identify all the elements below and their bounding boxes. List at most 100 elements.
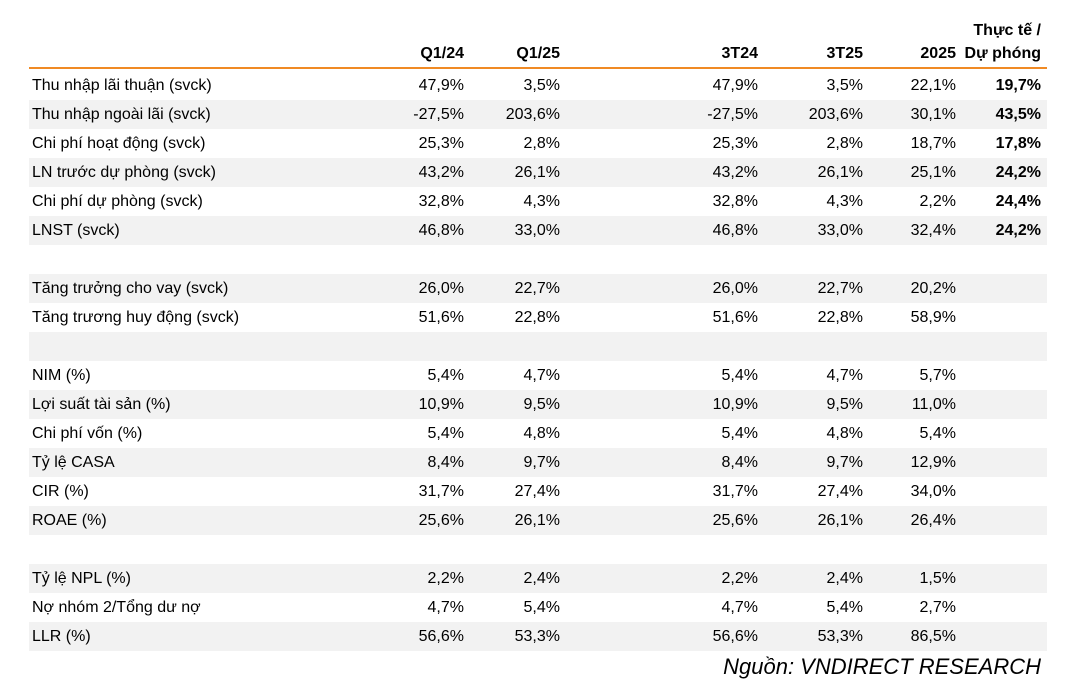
cell-q1-24: 32,8% [418, 193, 464, 210]
cell-3t24: 25,3% [712, 135, 758, 152]
row-label: ROAE (%) [32, 512, 107, 529]
row-label: Thu nhập lãi thuận (svck) [32, 77, 212, 94]
cell-3t24: 5,4% [721, 367, 758, 384]
col-header-2025: 2025 [920, 45, 956, 62]
cell-q1-25: 4,3% [523, 193, 560, 210]
cell-q1-25: 26,1% [514, 164, 560, 181]
cell-2025: 86,5% [910, 628, 956, 645]
cell-3t25: 9,7% [826, 454, 863, 471]
cell-q1-24: 46,8% [418, 222, 464, 239]
cell-2025: 26,4% [910, 512, 956, 529]
table-row: Tỷ lệ CASA 8,4% 9,7% 8,4% 9,7% 12,9% [29, 448, 1047, 477]
cell-2025: 32,4% [910, 222, 956, 239]
cell-3t24: 26,0% [712, 280, 758, 297]
row-label: Thu nhập ngoài lãi (svck) [32, 106, 211, 123]
table-row: Nợ nhóm 2/Tổng dư nợ 4,7% 5,4% 4,7% 5,4% 2,7% [29, 593, 1047, 622]
cell-3t24: 25,6% [712, 512, 758, 529]
cell-q1-25: 9,5% [523, 396, 560, 413]
col-header-q1-24: Q1/24 [420, 45, 464, 62]
cell-3t25: 3,5% [826, 77, 863, 94]
cell-q1-25: 5,4% [523, 599, 560, 616]
cell-actual: 24,4% [995, 193, 1041, 210]
header-rule [29, 67, 1047, 69]
cell-q1-24: 47,9% [418, 77, 464, 94]
cell-actual: 43,5% [995, 106, 1041, 123]
row-label: Tăng trưởng cho vay (svck) [32, 280, 229, 297]
cell-3t25: 4,7% [826, 367, 863, 384]
cell-2025: 1,5% [919, 570, 956, 587]
cell-q1-24: 43,2% [418, 164, 464, 181]
cell-3t24: 31,7% [712, 483, 758, 500]
cell-3t25: 2,8% [826, 135, 863, 152]
cell-3t25: 22,7% [817, 280, 863, 297]
table-row-spacer [29, 245, 1047, 274]
row-label: Tỷ lệ NPL (%) [32, 570, 131, 587]
row-label: Lợi suất tài sản (%) [32, 396, 171, 413]
cell-2025: 5,4% [919, 425, 956, 442]
cell-3t24: 5,4% [721, 425, 758, 442]
table-header: Q1/24 Q1/25 3T24 3T25 2025 Thực tế / Dự … [0, 0, 1079, 67]
cell-3t24: 8,4% [721, 454, 758, 471]
cell-2025: 11,0% [911, 396, 956, 413]
cell-3t25: 4,3% [826, 193, 863, 210]
cell-q1-24: 5,4% [427, 425, 464, 442]
cell-3t25: 9,5% [826, 396, 863, 413]
cell-3t25: 26,1% [817, 164, 863, 181]
table-row: Tăng trưởng cho vay (svck) 26,0% 22,7% 26,0… [29, 274, 1047, 303]
row-label: LLR (%) [32, 628, 91, 645]
cell-actual: 19,7% [995, 77, 1041, 94]
cell-3t24: 32,8% [712, 193, 758, 210]
cell-q1-25: 22,7% [514, 280, 560, 297]
col-header-actual-line1: Thực tế / [973, 22, 1041, 39]
cell-3t24: 56,6% [712, 628, 758, 645]
cell-q1-25: 22,8% [514, 309, 560, 326]
table-row: Chi phí hoạt động (svck) 25,3% 2,8% 25,3% 2,… [29, 129, 1047, 158]
row-label: CIR (%) [32, 483, 89, 500]
cell-2025: 2,7% [919, 599, 956, 616]
row-label: LNST (svck) [32, 222, 120, 239]
col-header-3t25: 3T25 [826, 45, 863, 62]
cell-2025: 12,9% [910, 454, 956, 471]
cell-actual: 24,2% [995, 222, 1041, 239]
cell-q1-24: 51,6% [418, 309, 464, 326]
cell-q1-24: 25,3% [418, 135, 464, 152]
cell-q1-25: 53,3% [514, 628, 560, 645]
table-row: CIR (%) 31,7% 27,4% 31,7% 27,4% 34,0% [29, 477, 1047, 506]
table-row: Chi phí vốn (%) 5,4% 4,8% 5,4% 4,8% 5,4% [29, 419, 1047, 448]
cell-q1-25: 3,5% [523, 77, 560, 94]
row-label: Tăng trương huy động (svck) [32, 309, 240, 326]
cell-q1-25: 203,6% [505, 106, 560, 123]
cell-2025: 22,1% [910, 77, 956, 94]
table-row-spacer [29, 535, 1047, 564]
col-header-q1-25: Q1/25 [516, 45, 560, 62]
cell-3t25: 22,8% [817, 309, 863, 326]
cell-q1-24: 8,4% [427, 454, 464, 471]
cell-2025: 5,7% [919, 367, 956, 384]
cell-q1-24: 25,6% [418, 512, 464, 529]
cell-q1-24: 2,2% [427, 570, 464, 587]
cell-3t25: 33,0% [817, 222, 863, 239]
row-label: Nợ nhóm 2/Tổng dư nợ [32, 599, 201, 616]
cell-q1-25: 2,8% [523, 135, 560, 152]
table-row: Thu nhập ngoài lãi (svck) -27,5% 203,6% -27… [29, 100, 1047, 129]
cell-q1-24: 56,6% [418, 628, 464, 645]
source-note: Nguồn: VNDIRECT RESEARCH [723, 654, 1041, 679]
table-row: Chi phí dự phòng (svck) 32,8% 4,3% 32,8% 4,3… [29, 187, 1047, 216]
col-header-3t24: 3T24 [721, 45, 758, 62]
row-label: Tỷ lệ CASA [32, 454, 115, 471]
cell-3t25: 26,1% [817, 512, 863, 529]
table-row-spacer [29, 332, 1047, 361]
cell-3t25: 4,8% [826, 425, 863, 442]
cell-3t24: 47,9% [712, 77, 758, 94]
cell-actual: 24,2% [995, 164, 1041, 181]
cell-3t24: 43,2% [712, 164, 758, 181]
cell-3t24: 2,2% [721, 570, 758, 587]
cell-q1-24: 31,7% [418, 483, 464, 500]
row-label: Chi phí dự phòng (svck) [32, 193, 203, 210]
cell-actual: 17,8% [995, 135, 1041, 152]
cell-2025: 18,7% [910, 135, 956, 152]
cell-2025: 25,1% [910, 164, 956, 181]
cell-3t24: 10,9% [712, 396, 758, 413]
cell-3t24: 51,6% [712, 309, 758, 326]
cell-3t25: 27,4% [817, 483, 863, 500]
